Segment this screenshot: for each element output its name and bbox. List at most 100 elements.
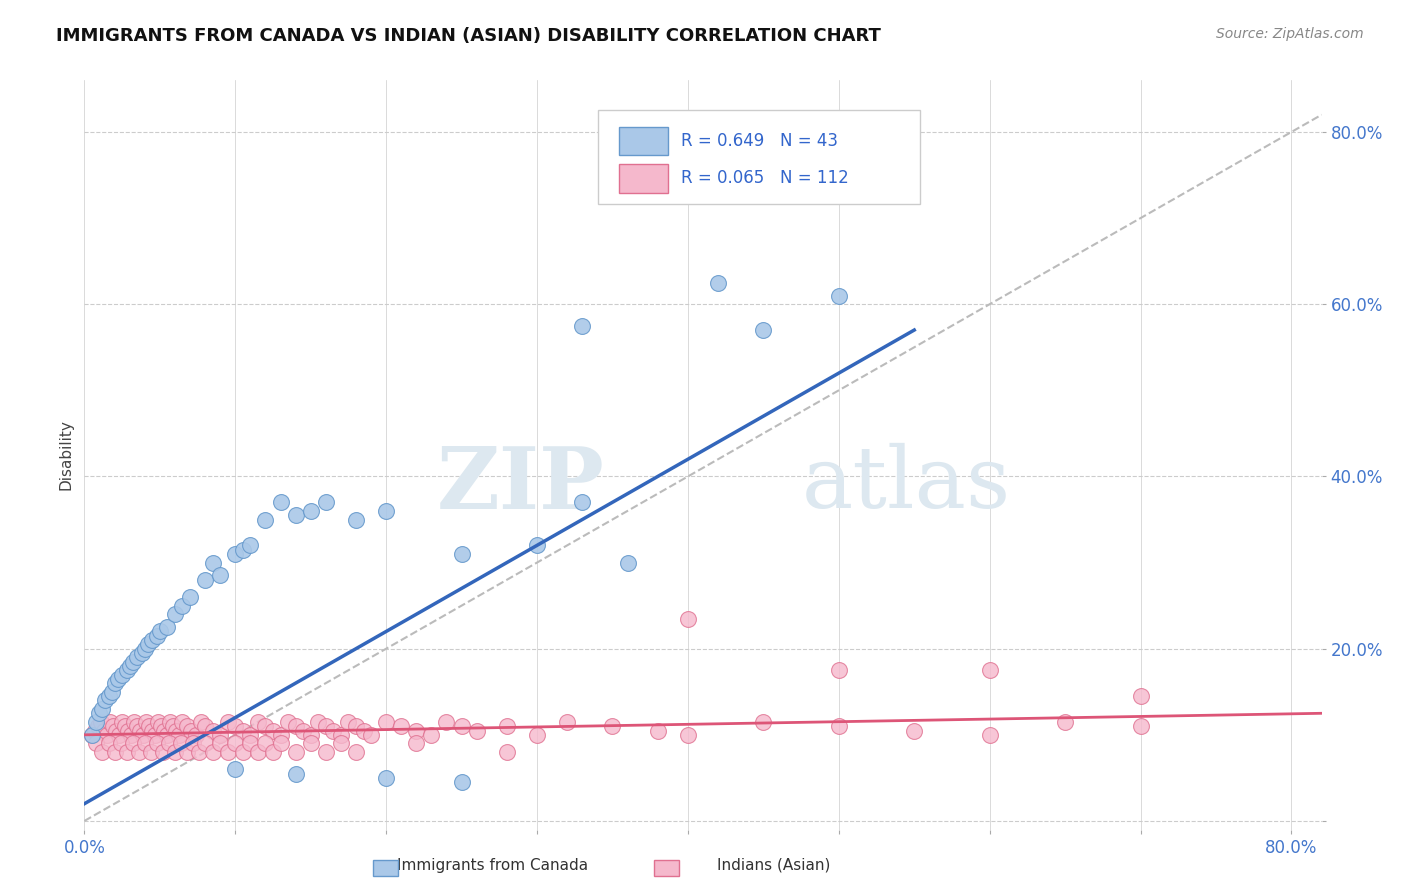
Point <box>239 538 262 552</box>
Point <box>101 719 124 733</box>
Point <box>420 728 443 742</box>
Point <box>176 719 198 733</box>
Point <box>181 736 204 750</box>
Point <box>162 719 184 733</box>
Point <box>707 276 730 290</box>
Point <box>224 762 246 776</box>
Point <box>209 728 232 742</box>
Point <box>180 723 202 738</box>
Point <box>979 728 1001 742</box>
Point <box>146 736 169 750</box>
Point <box>329 728 352 742</box>
Point <box>232 723 254 738</box>
Point <box>676 728 699 742</box>
Point <box>224 719 246 733</box>
Point <box>134 736 156 750</box>
Point <box>209 568 232 582</box>
Point <box>209 736 232 750</box>
Point <box>270 495 292 509</box>
Point <box>152 745 174 759</box>
Point <box>1054 714 1077 729</box>
Point <box>254 512 277 526</box>
Point <box>405 723 427 738</box>
Point <box>138 719 160 733</box>
Point <box>176 745 198 759</box>
Point <box>188 745 211 759</box>
Point <box>184 728 207 742</box>
Point <box>141 633 163 648</box>
Text: R = 0.649   N = 43: R = 0.649 N = 43 <box>681 132 838 150</box>
Point <box>284 508 307 523</box>
Point <box>246 745 269 759</box>
Point <box>90 714 112 729</box>
Point <box>201 556 224 570</box>
Point <box>284 745 307 759</box>
Point <box>375 771 398 785</box>
Point <box>139 745 162 759</box>
Point <box>526 538 548 552</box>
Point <box>232 542 254 557</box>
Point <box>254 736 277 750</box>
Point <box>239 736 262 750</box>
Point <box>136 637 159 651</box>
Point <box>172 599 194 613</box>
Point <box>86 714 108 729</box>
Point <box>299 728 322 742</box>
Point <box>150 719 173 733</box>
Point <box>201 745 224 759</box>
Point <box>114 719 136 733</box>
Point <box>254 719 277 733</box>
Point <box>110 736 132 750</box>
Text: atlas: atlas <box>801 443 1011 526</box>
Point <box>495 745 517 759</box>
Point <box>450 719 472 733</box>
Point <box>132 728 155 742</box>
Point <box>344 719 367 733</box>
Point <box>135 714 157 729</box>
Point <box>146 629 169 643</box>
Point <box>450 547 472 561</box>
Point <box>128 745 150 759</box>
Point <box>828 288 851 302</box>
Point <box>156 620 179 634</box>
Point <box>262 723 284 738</box>
Point <box>134 641 156 656</box>
Point <box>80 728 103 742</box>
Point <box>100 685 122 699</box>
Point <box>91 745 114 759</box>
Text: IMMIGRANTS FROM CANADA VS INDIAN (ASIAN) DISABILITY CORRELATION CHART: IMMIGRANTS FROM CANADA VS INDIAN (ASIAN)… <box>56 27 882 45</box>
Point <box>292 723 315 738</box>
Point <box>94 693 117 707</box>
Point <box>86 736 108 750</box>
Point <box>121 736 143 750</box>
Point <box>96 728 118 742</box>
Point <box>163 745 186 759</box>
Point <box>153 723 176 738</box>
Point <box>93 723 115 738</box>
Point <box>299 504 322 518</box>
Point <box>170 736 193 750</box>
Point <box>1129 719 1152 733</box>
Point <box>143 728 166 742</box>
Point <box>450 775 472 789</box>
Text: ZIP: ZIP <box>436 443 605 527</box>
Text: Indians (Asian): Indians (Asian) <box>717 858 830 872</box>
Point <box>194 573 217 587</box>
Point <box>172 714 194 729</box>
Point <box>526 728 548 742</box>
Point <box>571 495 593 509</box>
Point <box>224 547 246 561</box>
Point <box>141 723 163 738</box>
Point <box>84 723 107 738</box>
Point <box>224 736 246 750</box>
Bar <box>619 127 668 155</box>
Point <box>232 745 254 759</box>
Point <box>179 590 201 604</box>
Point <box>284 719 307 733</box>
Text: R = 0.065   N = 112: R = 0.065 N = 112 <box>681 169 848 187</box>
Point <box>89 706 111 721</box>
Point <box>903 723 925 738</box>
Point <box>157 736 180 750</box>
Point <box>115 745 138 759</box>
Point <box>80 728 103 742</box>
